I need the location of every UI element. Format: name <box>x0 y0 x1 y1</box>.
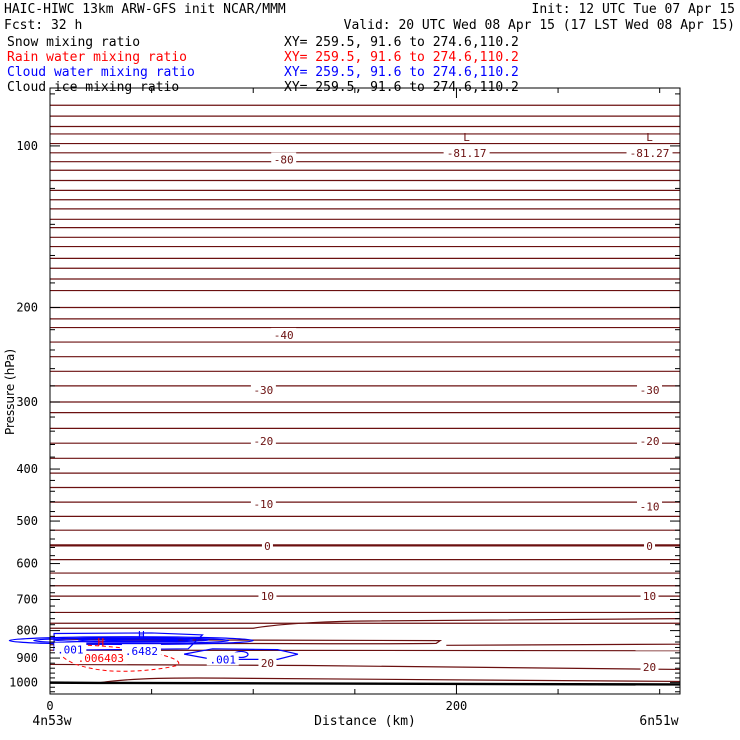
cloud-water-label-bg <box>54 642 87 656</box>
y-tick-label: 1000 <box>9 676 38 690</box>
extremum-value-bg <box>121 644 161 658</box>
extremum-value: -81.27 <box>630 147 670 160</box>
x-tick-label: 0 <box>46 699 53 713</box>
extremum-symbol: H <box>97 636 104 649</box>
y-tick-label: 900 <box>16 651 38 665</box>
isotherm-label-bg <box>250 383 276 397</box>
isotherm-label: -30 <box>253 384 273 397</box>
isotherm-line <box>49 663 681 671</box>
y-tick-label: 100 <box>16 139 38 153</box>
isotherm-label-bg <box>640 589 659 603</box>
extremum-symbol: L <box>463 131 470 144</box>
isotherm-label: -10 <box>640 501 660 514</box>
isotherm-label-bg <box>637 434 663 448</box>
chart-title: HAIC-HIWC 13km ARW-GFS init NCAR/MMM <box>4 2 286 17</box>
isotherm-contours <box>49 104 681 684</box>
isotherm-label: 20 <box>643 661 656 674</box>
field-label-rain: Rain water mixing ratio <box>7 50 187 65</box>
isotherm-label: -80 <box>274 153 294 166</box>
extremum-value: .006403 <box>78 652 124 665</box>
x-axis-title: Distance (km) <box>314 714 416 729</box>
field-xy-snow: XY= 259.5, 91.6 to 274.6,110.2 <box>284 35 519 50</box>
isotherm-label: 10 <box>643 590 656 603</box>
isotherm-label: -20 <box>253 435 273 448</box>
y-tick-label: 400 <box>16 462 38 476</box>
cloud-water-contour <box>53 632 204 651</box>
x-endpoint-left: 4n53w <box>32 714 71 729</box>
isotherm-line <box>100 677 681 684</box>
extremum-value-bg <box>626 146 673 160</box>
isotherm-label-bg <box>637 383 663 397</box>
isotherm-label: 10 <box>261 590 274 603</box>
isotherm-label: -30 <box>640 384 660 397</box>
isotherm-label-bg <box>271 327 297 341</box>
extremum-value-bg <box>443 146 490 160</box>
y-tick-label: 500 <box>16 514 38 528</box>
extremum-value-bg <box>74 651 128 665</box>
init-time: Init: 12 UTC Tue 07 Apr 15 <box>532 2 736 17</box>
y-tick-label: 700 <box>16 592 38 606</box>
isotherm-label: 20 <box>261 657 274 670</box>
cloud-water-label: .001 <box>209 653 236 666</box>
isotherm-label-bg <box>644 539 656 553</box>
field-xy-cloud-water: XY= 259.5, 91.6 to 274.6,110.2 <box>284 65 519 80</box>
isotherm-label-bg <box>250 434 276 448</box>
forecast-hour: Fcst: 32 h <box>4 18 82 33</box>
x-endpoint-right: 6n51w <box>639 714 678 729</box>
contour-labels: -80 -40 -30 -30 -20 -20 -10 -10 0 0 10 10 20 20 L -81.1… <box>54 131 673 674</box>
ground-line <box>49 681 681 686</box>
cloud-water-label-bg <box>206 652 239 666</box>
plot-frame <box>49 87 681 695</box>
y-tick-label: 800 <box>16 624 38 638</box>
field-label-snow: Snow mixing ratio <box>7 35 140 50</box>
x-tick-label: 200 <box>446 699 468 713</box>
isotherm-label-bg <box>258 656 277 670</box>
field-xy-rain: XY= 259.5, 91.6 to 274.6,110.2 <box>284 50 519 65</box>
extremum-symbol: L <box>646 131 653 144</box>
isotherm-line <box>50 618 681 629</box>
isotherm-label: -40 <box>274 329 294 342</box>
extremum-value: -81.17 <box>447 147 487 160</box>
extremum-value: .6482 <box>125 645 158 658</box>
isotherm-label-bg <box>261 538 273 552</box>
isotherm-label-bg <box>271 152 297 166</box>
isotherm-label-bg <box>250 497 276 511</box>
isotherm-label: -20 <box>640 435 660 448</box>
isotherm-label-bg <box>637 499 663 513</box>
extremum-symbol: H <box>138 629 145 642</box>
y-tick-label: 600 <box>16 557 38 571</box>
y-axis-title: Pressure (hPa) <box>3 349 17 435</box>
isotherm-label: -10 <box>253 498 273 511</box>
ground-surface-line <box>49 681 681 686</box>
field-label-cloud-water: Cloud water mixing ratio <box>7 65 195 80</box>
cloud-water-contour <box>104 638 179 642</box>
isotherm-label-bg <box>258 589 277 603</box>
y-tick-label: 200 <box>16 300 38 314</box>
valid-time: Valid: 20 UTC Wed 08 Apr 15 (17 LST Wed … <box>344 18 735 33</box>
y-tick-label: 300 <box>16 395 38 409</box>
cloud-water-label: .001 <box>57 644 84 657</box>
isotherm-line <box>446 643 681 646</box>
cloud-water-contours <box>8 632 299 660</box>
isotherm-label-bg <box>640 659 659 673</box>
isotherm-label: 0 <box>264 540 271 553</box>
isotherm-label: 0 <box>646 540 653 553</box>
